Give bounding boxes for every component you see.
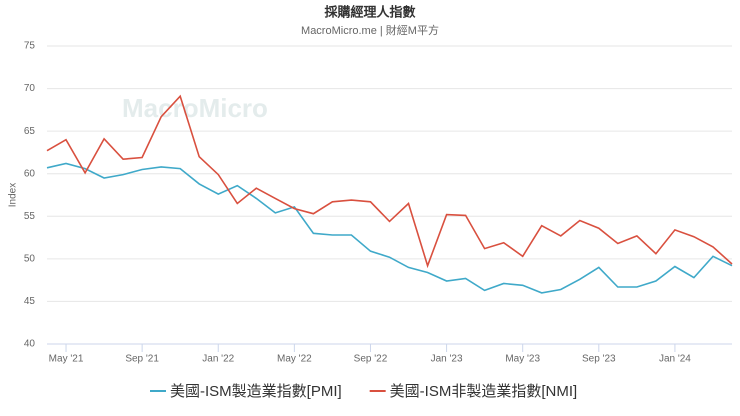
- x-tick-label: May '23: [505, 354, 540, 365]
- y-tick-label: 55: [24, 211, 36, 222]
- y-axis-label: Index: [8, 183, 19, 207]
- chart-subtitle: MacroMicro.me | 財經M平方: [301, 23, 439, 37]
- legend-label: 美國-ISM非製造業指數[NMI]: [390, 383, 578, 400]
- x-tick-label: Sep '23: [582, 354, 616, 365]
- x-tick-label: May '22: [277, 354, 312, 365]
- x-tick-label: Sep '21: [125, 354, 159, 365]
- watermark: MacroMicro: [122, 93, 268, 123]
- x-tick-label: Jan '22: [202, 354, 234, 365]
- x-tick-label: Sep '22: [354, 354, 388, 365]
- y-tick-label: 50: [24, 253, 36, 264]
- y-tick-label: 65: [24, 126, 36, 137]
- y-tick-label: 60: [24, 168, 36, 179]
- y-tick-label: 70: [24, 83, 36, 94]
- x-tick-label: May '21: [49, 354, 84, 365]
- legend-label: 美國-ISM製造業指數[PMI]: [170, 383, 342, 400]
- y-tick-label: 45: [24, 296, 36, 307]
- x-tick-label: Jan '23: [431, 354, 463, 365]
- series-line: [46, 94, 733, 269]
- series-line: [46, 162, 733, 294]
- y-tick-label: 75: [24, 41, 36, 52]
- x-tick-label: Jan '24: [659, 354, 691, 365]
- y-tick-label: 40: [24, 339, 36, 350]
- chart-title: 採購經理人指數: [324, 4, 415, 19]
